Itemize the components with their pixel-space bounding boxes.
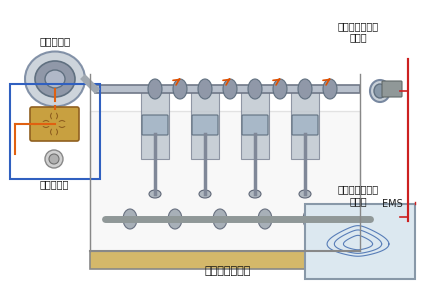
Ellipse shape	[348, 209, 362, 229]
Ellipse shape	[168, 209, 182, 229]
Bar	[10, 84, 100, 179]
Text: 发动机管理系统: 发动机管理系统	[205, 266, 251, 276]
Ellipse shape	[58, 121, 66, 127]
Ellipse shape	[42, 121, 49, 127]
Ellipse shape	[45, 150, 63, 168]
FancyBboxPatch shape	[242, 115, 268, 135]
Text: 相位调节器: 相位调节器	[39, 36, 71, 46]
Ellipse shape	[299, 190, 311, 198]
Text: 凸轮位置传感器: 凸轮位置传感器	[338, 21, 378, 31]
Ellipse shape	[323, 79, 337, 99]
Text: 信号盘: 信号盘	[349, 196, 367, 206]
FancyBboxPatch shape	[305, 204, 415, 279]
Ellipse shape	[298, 79, 312, 99]
Ellipse shape	[248, 79, 262, 99]
Ellipse shape	[374, 84, 386, 98]
FancyBboxPatch shape	[292, 115, 318, 135]
Ellipse shape	[173, 79, 187, 99]
FancyBboxPatch shape	[382, 206, 402, 222]
Ellipse shape	[223, 79, 237, 99]
Ellipse shape	[51, 129, 57, 136]
Ellipse shape	[258, 209, 272, 229]
FancyBboxPatch shape	[382, 81, 402, 97]
Text: 曲轴位置传感器: 曲轴位置传感器	[338, 184, 378, 194]
FancyBboxPatch shape	[90, 251, 360, 269]
FancyBboxPatch shape	[30, 107, 79, 141]
Bar	[291, 89, 319, 159]
Bar	[95, 85, 360, 93]
Ellipse shape	[249, 190, 261, 198]
Bar	[191, 89, 219, 159]
Ellipse shape	[35, 61, 75, 97]
Ellipse shape	[49, 154, 59, 164]
FancyBboxPatch shape	[142, 115, 168, 135]
FancyBboxPatch shape	[192, 115, 218, 135]
Bar	[141, 89, 169, 159]
Ellipse shape	[25, 51, 85, 107]
Ellipse shape	[198, 79, 212, 99]
FancyBboxPatch shape	[90, 111, 360, 251]
Bar	[241, 89, 269, 159]
Text: EMS: EMS	[382, 199, 403, 209]
Ellipse shape	[148, 79, 162, 99]
Text: 信号盘: 信号盘	[349, 32, 367, 42]
Text: 机油控制阀: 机油控制阀	[39, 179, 69, 189]
Ellipse shape	[123, 209, 137, 229]
Ellipse shape	[199, 190, 211, 198]
Ellipse shape	[303, 209, 317, 229]
Ellipse shape	[273, 79, 287, 99]
Ellipse shape	[45, 70, 65, 88]
Ellipse shape	[149, 190, 161, 198]
Ellipse shape	[370, 80, 390, 102]
Ellipse shape	[213, 209, 227, 229]
Ellipse shape	[51, 112, 57, 119]
Ellipse shape	[364, 205, 386, 229]
Ellipse shape	[368, 209, 382, 225]
